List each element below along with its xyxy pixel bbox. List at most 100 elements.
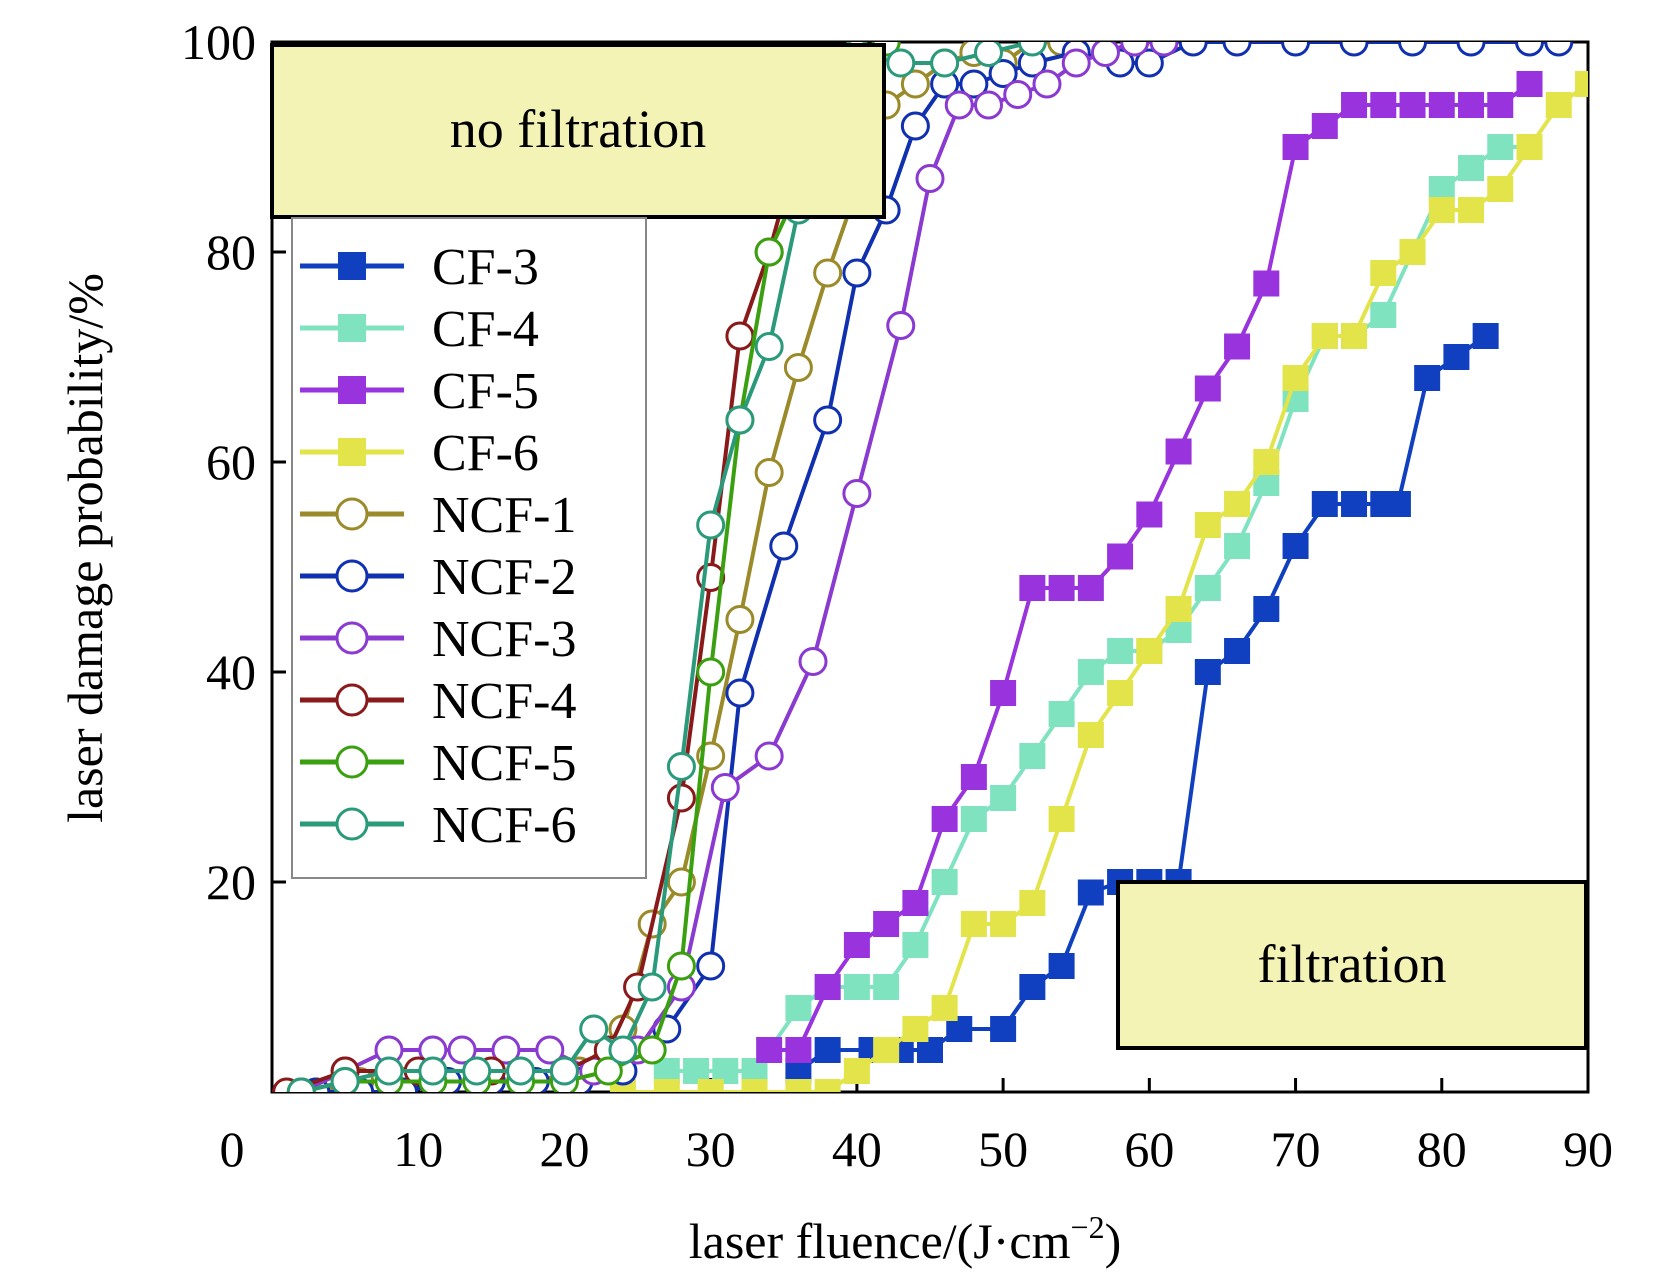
legend-marker-ncf-5 — [335, 745, 369, 779]
data-point-cf-3 — [1472, 323, 1499, 349]
data-point-cf-6 — [741, 1079, 768, 1092]
data-point-cf-3 — [1224, 638, 1251, 664]
data-point-ncf-2 — [1515, 42, 1545, 57]
data-point-cf-4 — [960, 806, 987, 832]
legend-marker-ncf-2 — [335, 559, 369, 593]
data-point-ncf-2 — [1281, 42, 1311, 57]
data-point-ncf-3 — [1061, 48, 1091, 78]
data-point-cf-3 — [1341, 491, 1368, 517]
data-point-ncf-6 — [418, 1056, 448, 1086]
data-point-cf-4 — [1019, 743, 1046, 769]
data-point-cf-6 — [814, 1079, 841, 1092]
data-point-cf-3 — [1384, 491, 1411, 517]
data-point-cf-6 — [1516, 134, 1543, 160]
data-point-cf-6 — [1107, 680, 1134, 706]
data-point-cf-5 — [960, 764, 987, 790]
x-tick-label: 40 — [832, 1121, 882, 1177]
legend-marker-ncf-1 — [335, 497, 369, 531]
data-point-cf-4 — [1194, 575, 1221, 601]
data-point-cf-5 — [902, 890, 929, 916]
x-tick-label: 10 — [393, 1121, 443, 1177]
data-point-cf-3 — [1311, 491, 1338, 517]
data-point-ncf-2 — [900, 111, 930, 141]
legend-label-ncf-1: NCF-1 — [432, 487, 576, 544]
data-point-ncf-6 — [725, 405, 755, 435]
data-point-ncf-6 — [1017, 42, 1047, 57]
data-point-ncf-2 — [725, 678, 755, 708]
data-point-ncf-4 — [725, 321, 755, 351]
data-point-cf-6 — [1341, 323, 1368, 349]
data-point-cf-5 — [1194, 375, 1221, 402]
data-point-ncf-6 — [549, 1056, 579, 1086]
data-point-ncf-3 — [886, 311, 916, 340]
series-cf-6 — [609, 71, 1588, 1092]
data-point-ncf-3 — [973, 90, 1003, 120]
x-tick-label: 20 — [539, 1121, 589, 1177]
data-point-cf-4 — [1487, 134, 1514, 160]
data-point-ncf-3 — [944, 90, 974, 120]
data-point-cf-5 — [1341, 92, 1368, 118]
annotation-filtration: filtration — [1116, 880, 1588, 1050]
data-point-ncf-4 — [666, 783, 696, 813]
legend-item-ncf-2: NCF-2 — [300, 549, 576, 606]
data-point-cf-5 — [1165, 438, 1192, 465]
y-tick-label: 60 — [206, 434, 256, 490]
series-ncf-6 — [286, 42, 1047, 1092]
data-point-ncf-3 — [798, 647, 828, 676]
data-point-cf-5 — [1048, 575, 1075, 601]
data-point-cf-4 — [1077, 659, 1104, 685]
data-point-cf-4 — [1048, 701, 1075, 727]
legend-label-cf-6: CF-6 — [432, 425, 539, 482]
data-point-cf-6 — [653, 1079, 680, 1092]
data-point-ncf-6 — [608, 1035, 638, 1065]
legend-label-ncf-6: NCF-6 — [432, 797, 576, 854]
data-point-ncf-6 — [886, 48, 916, 78]
data-point-cf-5 — [1224, 333, 1251, 360]
data-point-cf-5 — [843, 932, 870, 958]
data-point-cf-6 — [990, 911, 1017, 937]
data-point-cf-4 — [843, 974, 870, 1000]
data-point-cf-6 — [697, 1079, 724, 1092]
data-point-cf-6 — [785, 1079, 812, 1092]
data-point-cf-3 — [1414, 365, 1441, 391]
data-point-cf-3 — [1443, 344, 1470, 370]
data-point-ncf-2 — [1339, 42, 1369, 57]
series-layer — [272, 42, 1588, 1092]
x-axis-ticks: 0 10 20 30 40 50 60 70 80 90 — [220, 1078, 1613, 1177]
series-cf-5 — [756, 71, 1543, 1063]
data-point-cf-5 — [1136, 501, 1163, 528]
data-point-ncf-2 — [1456, 42, 1486, 57]
data-point-ncf-3 — [1003, 80, 1033, 109]
x-axis-title-main: laser fluence/(J·cm — [689, 1213, 1071, 1269]
legend-label-ncf-4: NCF-4 — [432, 673, 576, 730]
x-tick-label: 90 — [1563, 1121, 1613, 1177]
filtration-box — [1116, 880, 1588, 1050]
data-point-ncf-5 — [637, 1035, 667, 1065]
legend-item-cf-6: CF-6 — [300, 425, 539, 482]
data-point-ncf-3 — [754, 741, 784, 771]
data-point-cf-6 — [902, 1016, 929, 1042]
data-point-cf-4 — [873, 974, 900, 1000]
legend-marker-ncf-6 — [335, 807, 369, 841]
data-point-ncf-2 — [988, 59, 1018, 88]
data-point-cf-6 — [1282, 365, 1309, 391]
data-point-cf-6 — [1077, 722, 1104, 748]
data-point-cf-3 — [1048, 953, 1075, 979]
data-point-ncf-5 — [666, 951, 696, 981]
data-point-cf-5 — [1399, 92, 1426, 118]
data-point-cf-6 — [1165, 596, 1192, 622]
no-filtration-label: no filtration — [450, 99, 706, 159]
data-point-cf-5 — [1458, 92, 1485, 118]
data-point-cf-6 — [1253, 449, 1280, 475]
data-point-cf-6 — [873, 1037, 900, 1063]
data-point-ncf-2 — [1398, 42, 1428, 57]
data-point-ncf-3 — [915, 164, 945, 193]
data-point-cf-4 — [1458, 155, 1485, 181]
data-point-ncf-6 — [579, 1014, 609, 1044]
data-point-cf-3 — [1019, 974, 1046, 1000]
data-point-ncf-2 — [769, 531, 799, 561]
data-point-ncf-6 — [666, 752, 696, 781]
data-point-cf-3 — [990, 1016, 1017, 1042]
legend-label-cf-3: CF-3 — [432, 239, 539, 296]
data-point-ncf-3 — [535, 1035, 565, 1065]
